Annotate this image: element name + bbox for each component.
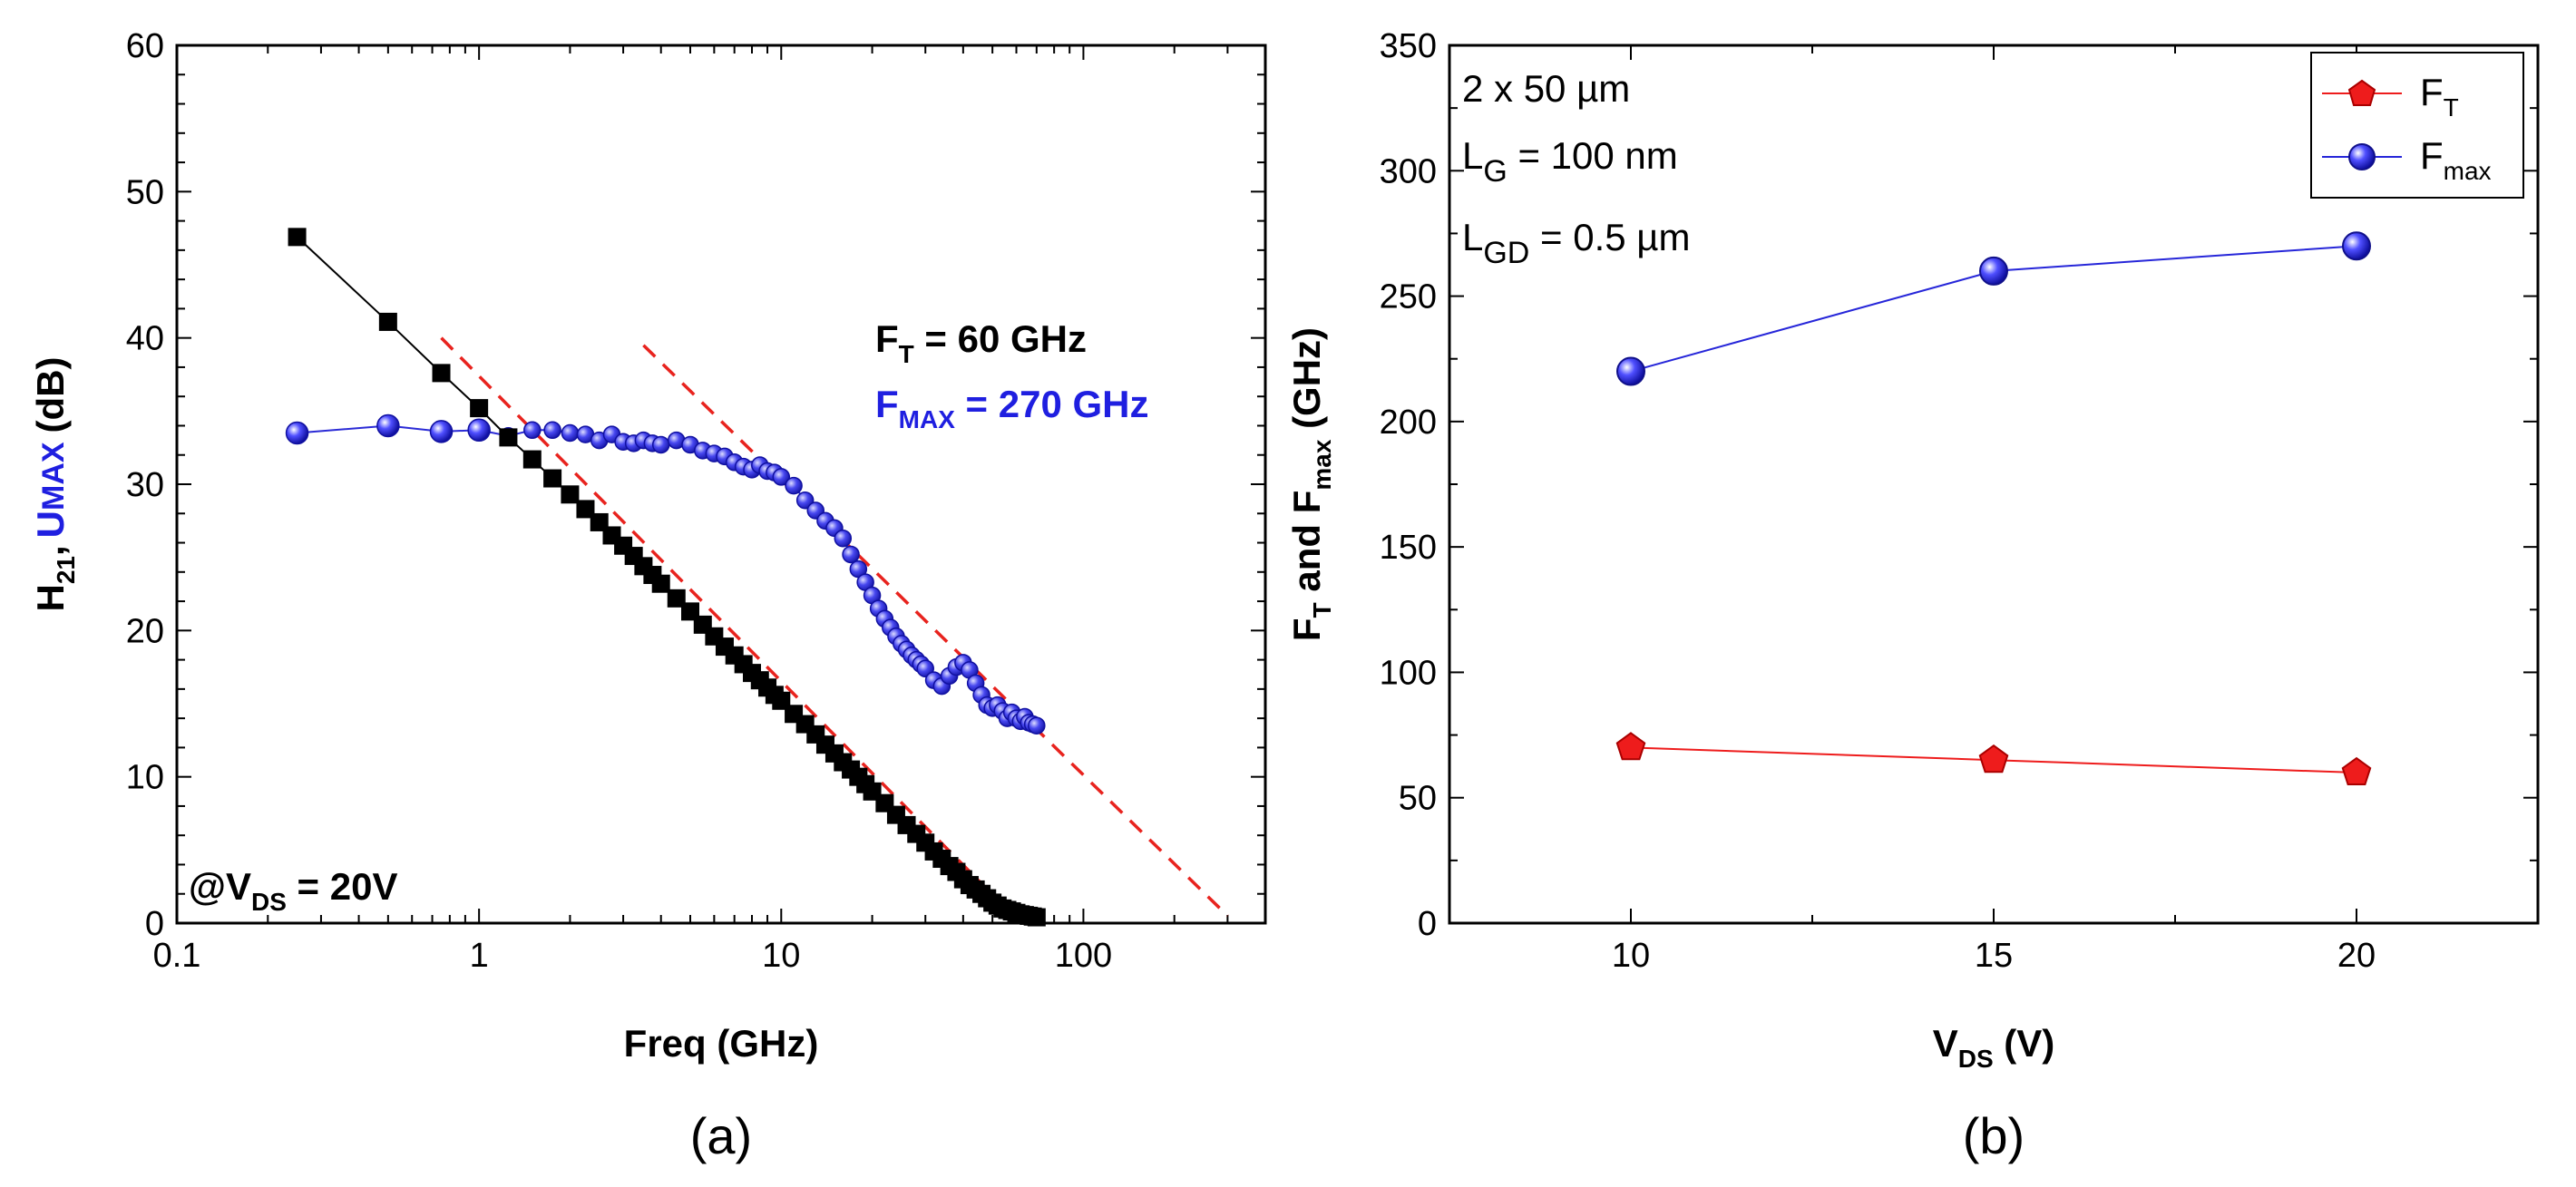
h21-point	[667, 589, 686, 608]
h21-point	[499, 428, 518, 447]
panel-a-fmax-annotation: FMAX = 270 GHz	[875, 383, 1149, 433]
y-tick-label: 50	[126, 173, 164, 211]
y-tick-label: 50	[1399, 780, 1437, 818]
x-tick-label: 100	[1055, 937, 1112, 975]
panel-a-caption: (a)	[690, 1107, 752, 1164]
y-tick-label: 200	[1380, 404, 1437, 442]
panel-b-series	[1615, 231, 2372, 785]
h21-point	[378, 312, 397, 331]
umax-point	[795, 491, 815, 510]
legend-ft-marker	[2347, 79, 2376, 106]
legend-box	[2310, 52, 2524, 199]
panel-a-series	[285, 228, 1046, 927]
y-tick-label: 250	[1380, 278, 1437, 316]
panel-b-plot-frame	[1448, 44, 2540, 925]
x-tick-label: 15	[1975, 937, 2013, 975]
panel-b-gate-drain-length: LGD = 0.5 µm	[1462, 216, 1690, 270]
h21-point	[522, 450, 542, 469]
umax-point	[772, 468, 791, 486]
y-tick-label: 300	[1380, 152, 1437, 190]
h21-point	[576, 500, 595, 519]
umax-point	[543, 421, 561, 440]
umax-point	[376, 414, 400, 438]
umax-point	[285, 421, 309, 445]
umax-point	[842, 545, 860, 564]
y-tick-label: 40	[126, 320, 164, 358]
panel-a-xlabel: Freq (GHz)	[624, 1022, 819, 1065]
x-tick-label: 20	[2337, 937, 2376, 975]
umax-point	[785, 476, 803, 495]
panel-b-caption: (b)	[1963, 1107, 2025, 1164]
h21-point	[432, 364, 451, 383]
panel-b-gate-length: LG = 100 nm	[1462, 134, 1678, 189]
panel-a-tick-labels: 0.1 1 10 100 0 10 20 30 40 50 60	[126, 27, 1112, 975]
h21-point	[470, 399, 489, 418]
umax-point	[834, 529, 853, 548]
y-tick-label: 150	[1380, 529, 1437, 567]
umax-point	[429, 420, 454, 443]
ft-point	[1615, 732, 1646, 761]
x-tick-label: 10	[762, 937, 800, 975]
panel-b-legend: FT Fmax	[2310, 52, 2524, 199]
legend-fmax-label: Fmax	[2420, 134, 2492, 185]
y-tick-label: 30	[126, 466, 164, 504]
fit-line	[642, 344, 1229, 918]
umax-point	[561, 423, 580, 443]
y-tick-label: 100	[1380, 654, 1437, 692]
fmax-point	[1616, 356, 1645, 386]
panel-a-plot-frame	[175, 44, 1267, 925]
panel-b-xlabel: VDS (V)	[1933, 1022, 2055, 1073]
panel-b-device-width: 2 x 50 µm	[1462, 67, 1630, 110]
ft-point	[1978, 744, 2009, 773]
legend-ft-label: FT	[2420, 71, 2459, 122]
h21-point	[288, 228, 307, 247]
fmax-point	[1979, 256, 2008, 286]
ft-point	[2341, 756, 2372, 785]
umax-point	[651, 435, 670, 454]
panel-a-bias-annotation: @VDS = 20V	[189, 865, 397, 916]
y-tick-label: 60	[126, 27, 164, 65]
x-tick-label: 1	[470, 937, 489, 975]
h21-point	[543, 469, 562, 488]
panel-a-ft-annotation: FT = 60 GHz	[875, 317, 1087, 368]
legend-fmax-marker	[2348, 143, 2376, 170]
y-tick-label: 0	[1418, 905, 1437, 943]
panel-a-chart: 0.1 1 10 100 0 10 20 30 40 50 60 Freq (GHz) H21,UM…	[29, 27, 1267, 1164]
y-tick-label: 20	[126, 612, 164, 650]
h21-point	[561, 485, 580, 504]
h21-point	[651, 574, 670, 593]
y-tick-label: 10	[126, 759, 164, 797]
umax-point	[467, 418, 491, 443]
panel-a-ylabel: H21,UMAX(dB)	[29, 356, 80, 611]
y-tick-label: 0	[145, 905, 164, 943]
umax-point	[523, 421, 542, 440]
fmax-point	[2342, 231, 2371, 261]
x-tick-label: 0.1	[153, 937, 201, 975]
umax-point	[1028, 716, 1046, 735]
panel-b-ylabel: FT and Fmax (GHz)	[1285, 327, 1336, 641]
x-tick-label: 10	[1612, 937, 1650, 975]
y-tick-label: 350	[1380, 27, 1437, 65]
